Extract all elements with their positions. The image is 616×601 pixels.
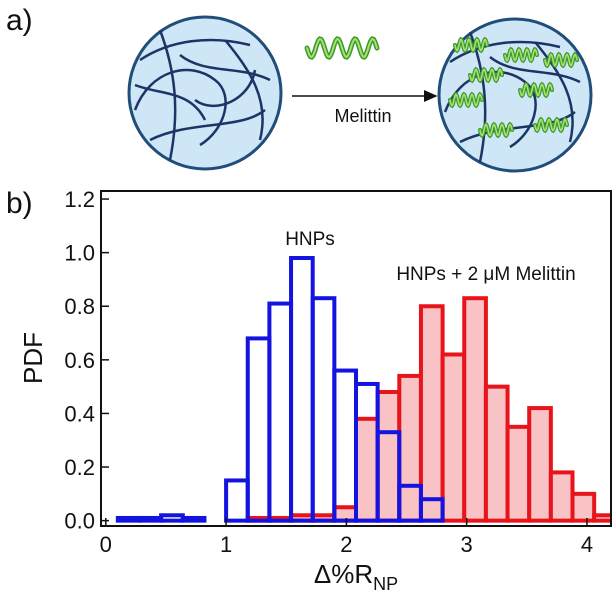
panel-label: b) — [6, 187, 33, 220]
histogram-bar — [289, 256, 315, 523]
helix-highlight — [519, 83, 553, 97]
y-tick-label: 0.4 — [64, 401, 95, 426]
melittin-helices — [304, 36, 579, 139]
x-axis-label: Δ%RNP — [314, 559, 398, 594]
y-axis-label: PDF — [18, 332, 48, 384]
x-axis-label-subscript: NP — [373, 574, 398, 594]
helix-highlight — [504, 48, 538, 62]
y-tick-label: 0.8 — [64, 294, 95, 319]
histogram-bar — [159, 513, 185, 523]
helix-highlight — [469, 68, 503, 82]
y-tick-label: 0.2 — [64, 455, 95, 480]
histogram-bar — [462, 296, 488, 523]
x-tick-label: 0 — [100, 532, 112, 557]
y-tick-label: 0.6 — [64, 348, 95, 373]
polymer-fibers — [133, 29, 271, 161]
y-tick-label: 1.2 — [64, 187, 95, 212]
histogram-bar — [418, 304, 445, 523]
helix-highlight — [534, 118, 568, 132]
histogram-bar — [224, 478, 250, 523]
x-tick-label: 3 — [461, 532, 473, 557]
histogram-bar — [592, 513, 611, 523]
x-tick-label: 1 — [220, 532, 232, 557]
histogram-bar — [137, 515, 164, 523]
histogram-bar — [483, 384, 510, 523]
plot-frame — [100, 190, 612, 527]
histogram-bar — [180, 515, 207, 523]
histogram-bar — [397, 373, 423, 523]
y-tick-label: 0.0 — [64, 509, 95, 534]
series-label: HNPs — [285, 229, 335, 250]
histogram-bar — [418, 497, 445, 523]
helix-highlight — [306, 37, 378, 59]
helix-highlight — [479, 123, 513, 137]
panel-label: a) — [6, 4, 33, 37]
histogram-bar — [354, 416, 380, 523]
histogram-bar — [570, 491, 597, 523]
histogram-bar — [332, 505, 359, 523]
series-label: HNPs + 2 μM Melittin — [396, 264, 575, 285]
helix-highlight — [449, 93, 483, 107]
histogram-bar — [115, 515, 142, 523]
histogram-bar — [375, 430, 402, 523]
x-tick-label: 4 — [581, 532, 593, 557]
x-axis-label-main: Δ%R — [314, 559, 373, 589]
histogram-bar — [505, 424, 532, 523]
histogram-bar — [375, 390, 402, 523]
histogram-bar — [548, 470, 575, 523]
plot: 0.0 0.2 0.4 0.6 0.8 1.0 1.2 0 1 2 3 4 PDF Δ%RNP HNPs +… — [18, 187, 612, 594]
helix-highlight — [454, 38, 488, 52]
histogram-bar — [267, 301, 294, 523]
bars — [115, 256, 611, 523]
histogram-bar — [245, 336, 272, 523]
histogram-bar — [310, 296, 337, 523]
histogram-bar — [332, 368, 359, 523]
histogram-bar — [440, 352, 467, 523]
histogram-bar — [527, 406, 553, 523]
schematic: Melittin — [127, 15, 593, 173]
y-tick-label: 1.0 — [64, 241, 95, 266]
helix-highlight — [544, 53, 578, 67]
x-tick-label: 2 — [340, 532, 352, 557]
arrow-label: Melittin — [334, 106, 391, 126]
